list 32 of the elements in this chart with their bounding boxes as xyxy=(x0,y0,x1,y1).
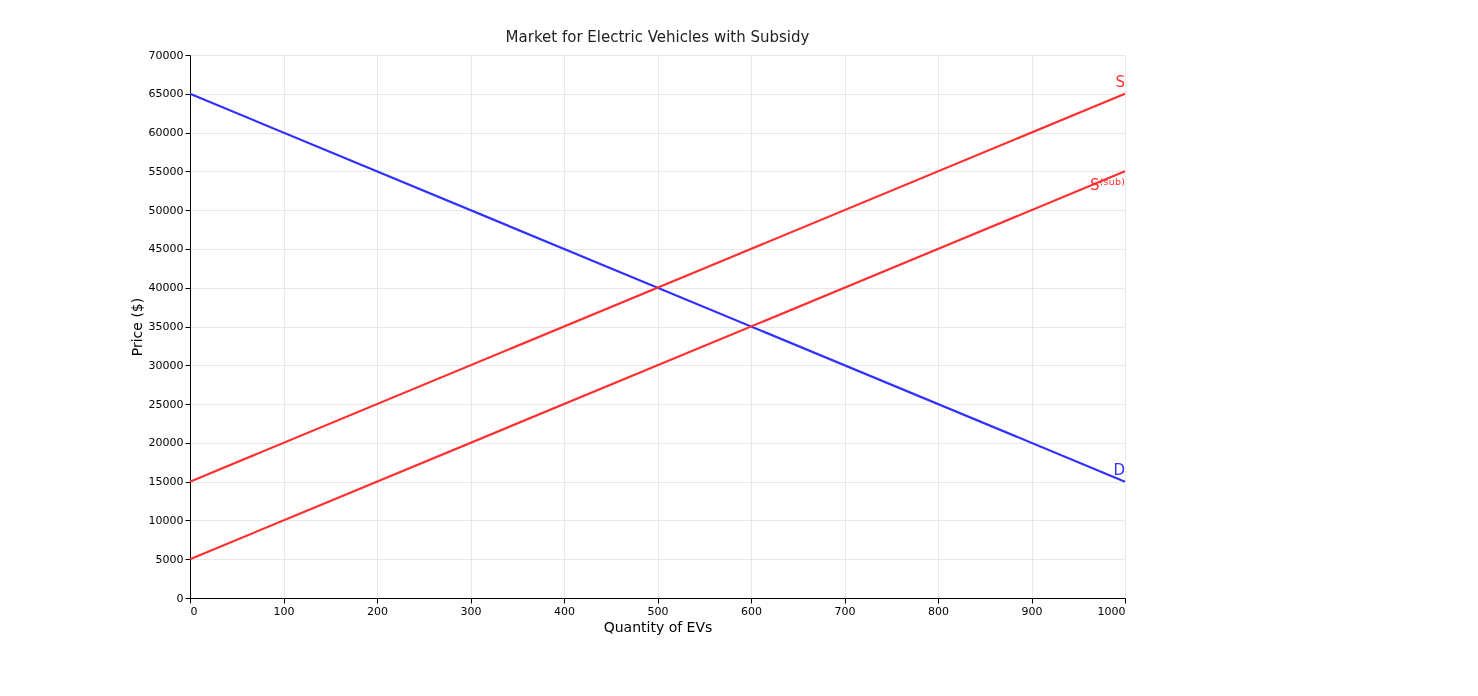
y-tick-label: 10000 xyxy=(148,513,184,527)
series-label: D xyxy=(1113,460,1125,479)
y-tick-label: 55000 xyxy=(148,164,184,178)
y-tick-label: 65000 xyxy=(148,87,184,101)
x-tick-label: 800 xyxy=(928,604,949,618)
series-label: S xyxy=(1115,72,1125,91)
y-tick-label: 70000 xyxy=(148,48,184,62)
x-tick-label: 300 xyxy=(460,604,482,618)
y-tick-label: 15000 xyxy=(148,475,184,489)
y-tick-label: 45000 xyxy=(148,242,184,256)
y-axis-title: Price ($) xyxy=(128,297,145,357)
x-tick-label: 200 xyxy=(367,604,388,618)
y-tick-label: 60000 xyxy=(148,126,184,140)
x-tick-label: 0 xyxy=(190,604,198,618)
x-tick-label: 400 xyxy=(554,604,575,618)
y-tick-label: 20000 xyxy=(148,436,184,450)
x-tick-label: 500 xyxy=(647,604,669,618)
y-tick-label: 25000 xyxy=(148,397,184,411)
x-tick-label: 1000 xyxy=(1097,604,1126,618)
x-tick-label: 700 xyxy=(834,604,856,618)
chart-title: Market for Electric Vehicles with Subsidy xyxy=(505,28,810,46)
y-tick-label: 40000 xyxy=(148,281,184,295)
y-tick-label: 5000 xyxy=(155,552,184,566)
x-tick-label: 600 xyxy=(741,604,762,618)
x-tick-label: 100 xyxy=(273,604,295,618)
x-tick-label: 900 xyxy=(1021,604,1043,618)
y-tick-label: 50000 xyxy=(148,203,184,217)
y-tick-label: 30000 xyxy=(148,358,184,372)
x-axis-title: Quantity of EVs xyxy=(603,618,713,635)
y-tick-label: 35000 xyxy=(148,320,184,333)
series-label: S⁽ˢᵘᵇ⁾ xyxy=(1090,176,1125,195)
y-tick-label: 0 xyxy=(176,591,184,605)
